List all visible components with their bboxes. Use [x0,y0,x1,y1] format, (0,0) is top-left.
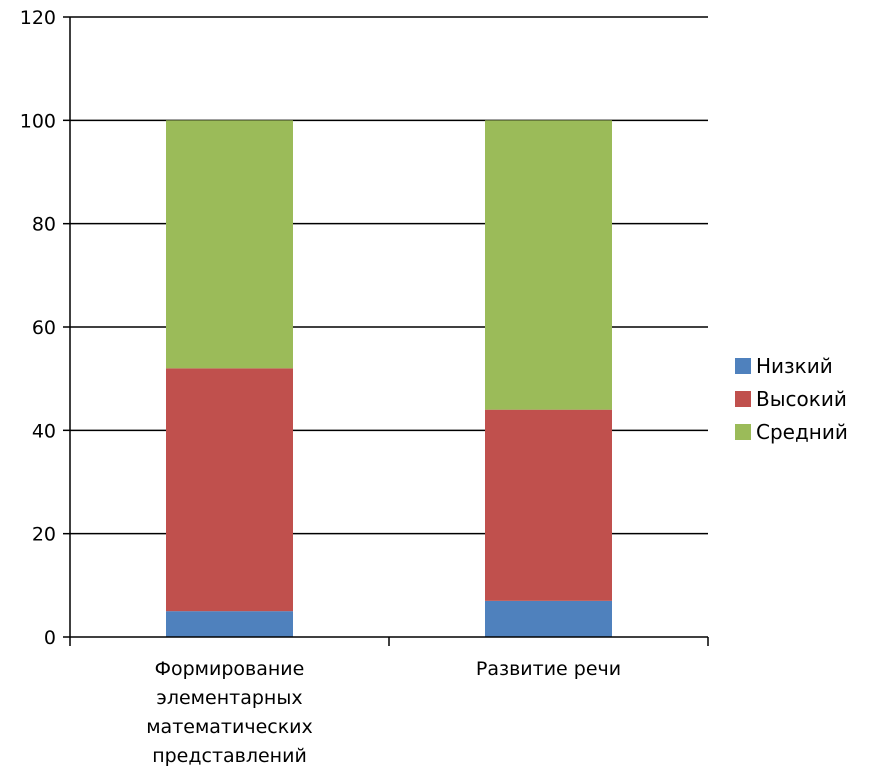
y-tick-label: 120 [20,7,56,29]
y-tick-labels: 0 20 40 60 80 100 120 [20,7,56,649]
x-category-label: представлений [152,745,307,767]
y-tick-label: 0 [44,627,56,649]
axes [63,16,709,646]
y-tick-label: 80 [32,214,56,236]
x-category-label: математических [146,716,313,738]
gridlines [70,16,708,535]
bar-segment [166,120,293,369]
y-tick-label: 20 [32,524,56,546]
y-tick-label: 100 [20,110,56,132]
legend-swatch [735,391,751,407]
legend: Низкий Высокий Средний [735,354,848,444]
bar-segment [485,120,612,410]
x-category-label: Формирование [155,658,305,680]
y-tick-label: 40 [32,420,56,442]
legend-label: Средний [756,420,848,444]
x-category-label: Развитие речи [476,658,621,680]
bar-segment [166,611,293,637]
y-tick-label: 60 [32,317,56,339]
bar-segment [485,409,612,601]
x-category-label: элементарных [156,687,302,709]
legend-label: Низкий [756,354,833,378]
legend-swatch [735,424,751,440]
legend-label: Высокий [756,387,847,411]
legend-swatch [735,358,751,374]
bar-segment [166,368,293,612]
bars [166,120,612,637]
x-category-labels: Формирование элементарных математических пр… [146,658,621,767]
bar-segment [485,600,612,637]
